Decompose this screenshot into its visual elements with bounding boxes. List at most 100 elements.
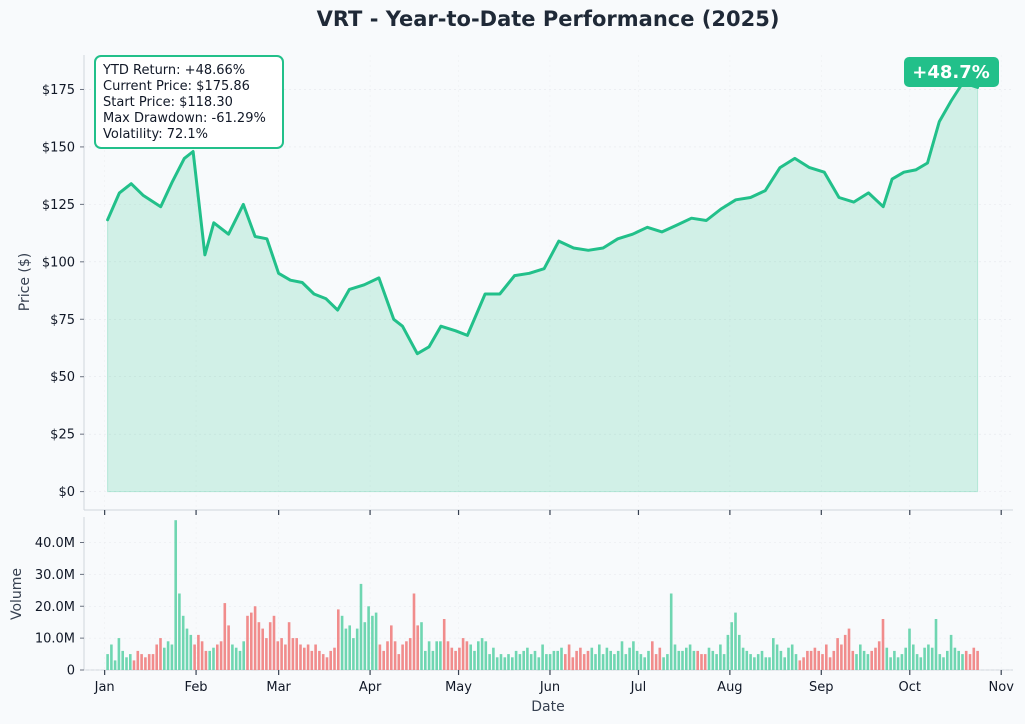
price-y-tick-label: $75	[50, 313, 75, 328]
volume-bar	[598, 644, 601, 670]
volume-bar	[442, 619, 446, 670]
price-y-tick-label: $150	[42, 140, 75, 155]
volume-bar	[174, 520, 177, 670]
volume-bar	[386, 641, 389, 670]
volume-bar	[265, 638, 268, 670]
volume-bar	[923, 647, 926, 670]
volume-bar	[756, 654, 760, 670]
volume-bar	[677, 650, 681, 670]
volume-bar	[212, 647, 215, 670]
x-axis-label: Date	[531, 699, 564, 715]
volume-bar	[651, 641, 654, 670]
volume-bar	[870, 650, 873, 670]
volume-bar	[287, 622, 291, 670]
volume-bar	[537, 657, 541, 671]
volume-bar	[632, 641, 635, 670]
volume-bar	[934, 619, 938, 670]
volume-bar	[412, 593, 416, 670]
volume-bar	[257, 622, 261, 670]
volume-bar	[930, 647, 934, 670]
volume-bar	[802, 657, 805, 671]
volume-bar	[590, 647, 594, 670]
price-y-tick-label: $125	[42, 198, 75, 213]
volume-bar	[390, 625, 393, 670]
volume-bar	[420, 622, 423, 670]
volume-bar	[197, 634, 200, 670]
volume-bar	[227, 625, 230, 670]
volume-bar	[662, 657, 665, 671]
volume-bar	[843, 634, 847, 670]
volume-bar	[522, 650, 525, 670]
volume-bar	[809, 650, 813, 670]
x-tick-label: Apr	[359, 680, 382, 695]
x-tick-label: Oct	[899, 680, 921, 695]
volume-bar	[711, 650, 715, 670]
volume-bar	[329, 650, 332, 670]
volume-bar	[499, 654, 503, 670]
volume-bar	[703, 654, 707, 670]
volume-bar	[885, 647, 889, 670]
volume-bar	[465, 641, 469, 670]
volume-bar	[896, 657, 900, 671]
volume-bar	[136, 650, 140, 670]
volume-bar	[707, 647, 711, 670]
volume-y-tick-label: 40.0M	[35, 536, 75, 551]
volume-bar	[529, 654, 533, 670]
volume-bar	[889, 657, 892, 671]
volume-bar	[669, 593, 673, 670]
volume-bar	[231, 644, 234, 670]
volume-bar	[582, 654, 586, 670]
volume-bar	[658, 647, 662, 670]
volume-bar	[552, 650, 556, 670]
volume-y-tick-label: 20.0M	[35, 600, 75, 615]
volume-bar	[946, 650, 949, 670]
volume-bars	[106, 520, 979, 671]
volume-bar	[779, 650, 783, 670]
volume-bar	[806, 650, 809, 670]
volume-bar	[511, 657, 514, 671]
volume-bar	[541, 644, 544, 670]
volume-bar	[495, 657, 499, 671]
volume-bar	[654, 654, 658, 670]
volume-bar	[458, 647, 461, 670]
volume-bar	[560, 647, 563, 670]
volume-bar	[268, 622, 272, 670]
volume-bar	[178, 593, 181, 670]
volume-bar	[900, 654, 904, 670]
volume-bar	[284, 644, 287, 670]
volume-bar	[628, 647, 631, 670]
volume-y-tick-label: 0	[67, 664, 75, 679]
volume-bar	[272, 615, 276, 670]
volume-bar	[624, 654, 628, 670]
volume-bar	[492, 647, 495, 670]
volume-bar	[881, 619, 885, 670]
volume-bar	[775, 644, 779, 670]
volume-bar	[518, 654, 522, 670]
volume-bar	[200, 641, 204, 670]
volume-bar	[605, 647, 609, 670]
volume-bar	[556, 650, 559, 670]
volume-bar	[548, 654, 552, 670]
volume-bar	[295, 638, 298, 670]
return-badge-box	[904, 57, 999, 87]
volume-gridlines	[84, 517, 1013, 671]
volume-bar	[836, 638, 839, 670]
volume-bar	[961, 654, 964, 670]
volume-bar	[874, 647, 877, 670]
volume-bar	[817, 650, 820, 670]
volume-bar	[299, 644, 302, 670]
volume-bar	[526, 647, 529, 670]
volume-bar	[738, 634, 741, 670]
price-y-ticks: $0 $25 $50 $75 $100 $125 $150 $175	[42, 83, 84, 500]
volume-bar	[170, 644, 174, 670]
x-tick-label: Nov	[989, 680, 1015, 695]
volume-bar	[571, 657, 575, 671]
stats-box-frame	[94, 55, 284, 149]
volume-bar	[915, 654, 919, 670]
volume-bar	[140, 654, 143, 670]
volume-bar	[949, 634, 953, 670]
volume-bar	[303, 647, 306, 670]
volume-y-tick-label: 10.0M	[35, 632, 75, 647]
volume-bar	[794, 654, 798, 670]
volume-bar	[250, 612, 253, 670]
